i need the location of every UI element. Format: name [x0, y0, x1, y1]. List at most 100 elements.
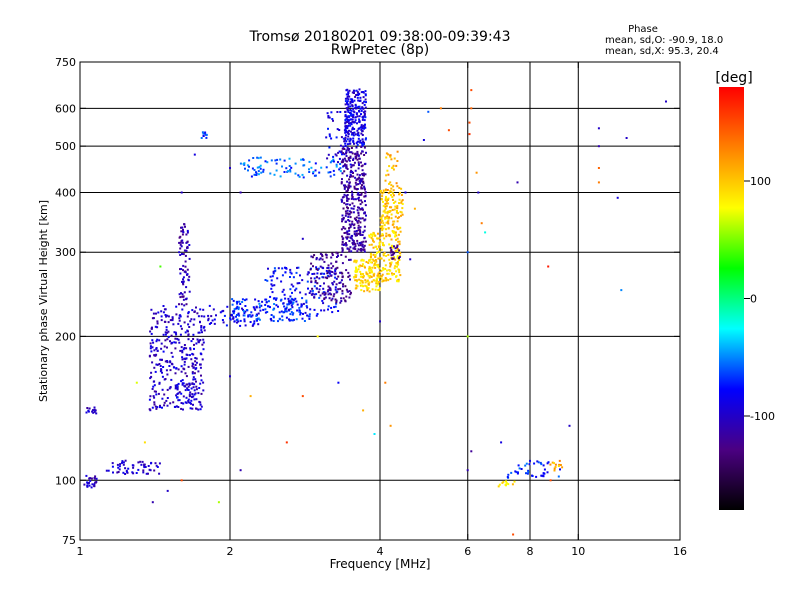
- data-point: [345, 220, 348, 223]
- data-point: [313, 254, 316, 257]
- data-point: [480, 222, 483, 225]
- data-point: [335, 283, 338, 286]
- data-point: [391, 244, 393, 247]
- data-point: [319, 285, 322, 287]
- data-point: [341, 220, 343, 223]
- data-point: [313, 296, 316, 299]
- data-point: [381, 220, 384, 222]
- data-point: [170, 378, 173, 381]
- data-point: [542, 474, 545, 477]
- data-point: [512, 533, 515, 536]
- data-point: [153, 396, 156, 399]
- data-point: [369, 269, 372, 272]
- data-point: [296, 309, 299, 312]
- data-point: [363, 154, 366, 156]
- data-point: [361, 134, 364, 136]
- data-point: [347, 92, 350, 94]
- data-point: [199, 352, 202, 355]
- data-point: [180, 365, 183, 368]
- data-point: [398, 240, 401, 243]
- data-point: [207, 314, 210, 317]
- data-point: [239, 191, 242, 194]
- data-point: [316, 313, 319, 315]
- data-point: [360, 141, 363, 144]
- data-point: [554, 466, 557, 468]
- data-point: [388, 182, 390, 185]
- data-point: [391, 209, 394, 211]
- data-point: [182, 298, 185, 301]
- data-point: [187, 398, 190, 401]
- data-point: [542, 464, 545, 467]
- data-point: [341, 247, 344, 250]
- data-point: [391, 223, 394, 226]
- data-point: [175, 386, 178, 389]
- data-point: [125, 470, 128, 473]
- data-point: [308, 315, 311, 318]
- data-point: [344, 138, 347, 141]
- data-point: [301, 395, 304, 398]
- data-point: [389, 190, 392, 193]
- data-point: [381, 242, 384, 245]
- data-point: [157, 311, 160, 314]
- data-point: [199, 401, 202, 404]
- data-point: [236, 321, 238, 324]
- data-point: [329, 270, 332, 273]
- data-point: [351, 128, 354, 131]
- data-point: [386, 217, 389, 220]
- data-point: [151, 388, 154, 390]
- data-point: [377, 232, 379, 235]
- data-point: [217, 501, 220, 504]
- data-point: [350, 250, 353, 253]
- data-point: [310, 277, 313, 280]
- data-point: [351, 164, 354, 167]
- data-point: [378, 242, 381, 244]
- data-point: [398, 202, 400, 205]
- data-point: [180, 303, 183, 306]
- data-point: [384, 264, 387, 267]
- data-point: [317, 291, 320, 294]
- data-point: [341, 250, 344, 253]
- data-point: [355, 230, 358, 232]
- data-point: [156, 349, 159, 352]
- data-point: [158, 363, 161, 365]
- data-point: [161, 375, 164, 378]
- data-point: [208, 304, 211, 307]
- data-point: [343, 184, 345, 187]
- data-point: [153, 349, 156, 352]
- data-point: [363, 103, 366, 106]
- data-point: [351, 104, 354, 107]
- data-point: [361, 273, 364, 275]
- grid-lines: [80, 62, 680, 540]
- data-point: [369, 274, 372, 277]
- data-point: [350, 169, 353, 172]
- data-point: [345, 149, 348, 152]
- data-point: [124, 467, 127, 470]
- data-point: [357, 214, 360, 217]
- data-point: [346, 203, 349, 206]
- data-point: [394, 235, 396, 238]
- data-point: [242, 308, 244, 311]
- data-point: [338, 150, 341, 153]
- data-point: [358, 174, 361, 177]
- data-point: [349, 100, 352, 103]
- data-point: [262, 308, 265, 311]
- x-tick-label: 2: [227, 545, 234, 558]
- data-point: [353, 185, 356, 188]
- data-point: [377, 272, 380, 275]
- data-point: [364, 93, 367, 96]
- data-point: [155, 464, 158, 467]
- data-point: [361, 245, 364, 248]
- data-point: [166, 388, 169, 391]
- data-point: [345, 117, 348, 120]
- data-point: [349, 216, 352, 219]
- data-point: [359, 275, 362, 278]
- data-point: [359, 232, 362, 235]
- data-point: [359, 229, 362, 232]
- data-point: [384, 211, 387, 214]
- data-point: [351, 170, 354, 173]
- data-point: [237, 306, 240, 309]
- data-point: [327, 305, 330, 308]
- data-point: [305, 305, 308, 307]
- data-point: [349, 185, 352, 188]
- data-point: [357, 177, 360, 180]
